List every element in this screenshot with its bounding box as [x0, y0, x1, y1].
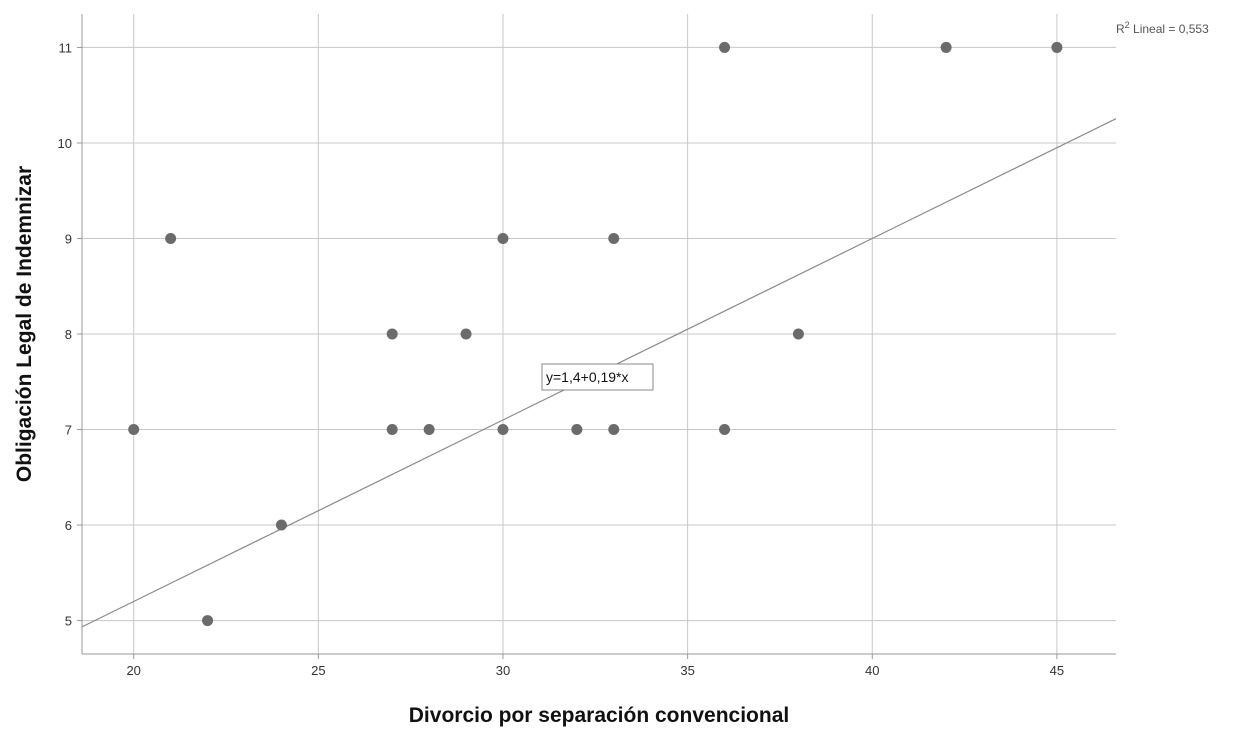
gridlines: [82, 14, 1116, 654]
x-tick-labels: 20 25 30 35 40 45: [126, 663, 1064, 678]
data-point: [1051, 41, 1063, 53]
y-tick-label: 7: [65, 423, 72, 438]
data-point: [165, 232, 177, 244]
x-tick-label: 25: [311, 663, 325, 678]
data-point: [571, 424, 583, 436]
data-point: [940, 41, 952, 53]
x-tick-label: 35: [680, 663, 694, 678]
data-point: [386, 328, 398, 340]
equation-label-box: y=1,4+0,19*x: [541, 363, 654, 391]
data-point: [719, 424, 731, 436]
y-tick-label: 5: [65, 614, 72, 629]
x-tick-label: 20: [126, 663, 140, 678]
data-point: [497, 424, 509, 436]
data-points: [128, 41, 1063, 627]
y-tick-label: 8: [65, 327, 72, 342]
data-point: [275, 519, 287, 531]
y-tick-label: 9: [65, 231, 72, 246]
data-point: [202, 615, 214, 627]
data-point: [608, 232, 620, 244]
y-tick-label: 11: [59, 40, 73, 55]
data-point: [792, 328, 804, 340]
x-axis-title: Divorcio por separación convencional: [409, 704, 789, 727]
x-tick-label: 40: [865, 663, 879, 678]
data-point: [460, 328, 472, 340]
y-tick-label: 6: [65, 518, 72, 533]
data-point: [497, 232, 509, 244]
x-tick-label: 30: [496, 663, 510, 678]
y-tick-label: 10: [58, 136, 72, 151]
data-point: [423, 424, 435, 436]
data-point: [128, 424, 140, 436]
equation-label: y=1,4+0,19*x: [546, 369, 629, 385]
data-point: [386, 424, 398, 436]
data-point: [719, 41, 731, 53]
axes: [77, 14, 1116, 659]
y-tick-labels: 5 6 7 8 9 10 11: [58, 40, 72, 628]
r2-label: R2 Lineal = 0,553: [1116, 20, 1209, 36]
y-axis-title: Obligación Legal de Indemnizar: [13, 166, 36, 482]
data-point: [608, 424, 620, 436]
x-tick-label: 45: [1050, 663, 1064, 678]
